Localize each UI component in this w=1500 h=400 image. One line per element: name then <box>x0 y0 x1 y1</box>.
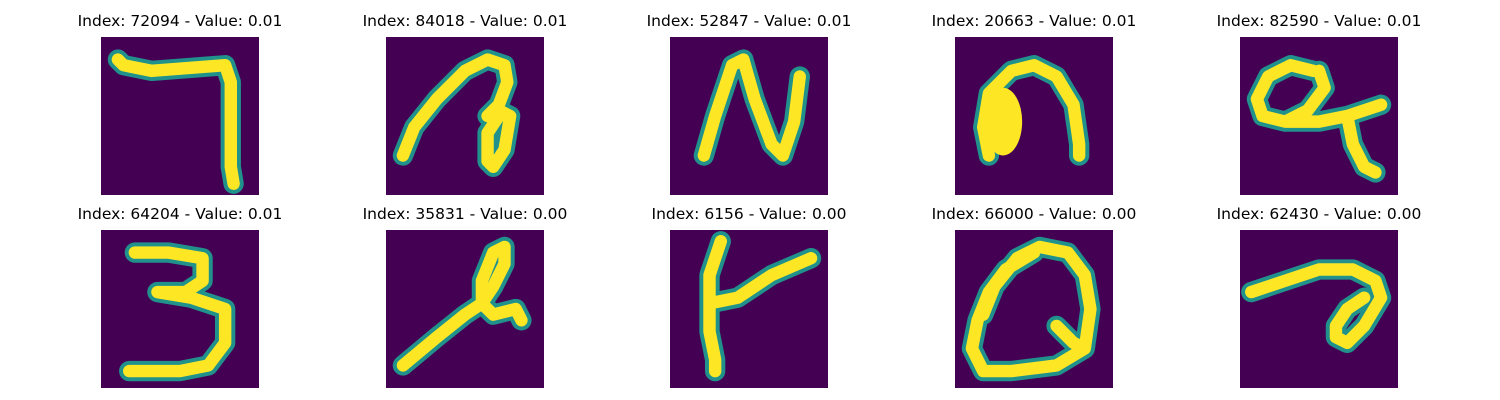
panel-title: Index: 82590 - Value: 0.01 <box>1216 12 1422 30</box>
panel-5: Index: 82590 - Value: 0.01 <box>1199 11 1439 195</box>
panel-title: Index: 20663 - Value: 0.01 <box>931 12 1137 30</box>
panel-title: Index: 72094 - Value: 0.01 <box>77 12 283 30</box>
digit-image <box>101 37 259 195</box>
panel-title: Index: 64204 - Value: 0.01 <box>77 205 283 223</box>
panel-title: Index: 52847 - Value: 0.01 <box>646 12 852 30</box>
panel-6: Index: 64204 - Value: 0.01 <box>60 204 300 388</box>
digit-image <box>955 230 1113 388</box>
panel-title: Index: 35831 - Value: 0.00 <box>362 205 568 223</box>
panel-3: Index: 52847 - Value: 0.01 <box>629 11 869 195</box>
digit-image <box>670 37 828 195</box>
panel-title: Index: 6156 - Value: 0.00 <box>651 205 847 223</box>
digit-image <box>386 37 544 195</box>
panel-2: Index: 84018 - Value: 0.01 <box>345 11 585 195</box>
digit-image <box>1240 37 1398 195</box>
digit-image <box>670 230 828 388</box>
panel-title: Index: 62430 - Value: 0.00 <box>1216 205 1422 223</box>
digit-image <box>386 230 544 388</box>
panel-title: Index: 66000 - Value: 0.00 <box>931 205 1137 223</box>
digit-image <box>101 230 259 388</box>
panel-1: Index: 72094 - Value: 0.01 <box>60 11 300 195</box>
panel-7: Index: 35831 - Value: 0.00 <box>345 204 585 388</box>
panel-10: Index: 62430 - Value: 0.00 <box>1199 204 1439 388</box>
digit-image <box>1240 230 1398 388</box>
digit-image <box>955 37 1113 195</box>
panel-title: Index: 84018 - Value: 0.01 <box>362 12 568 30</box>
panel-4: Index: 20663 - Value: 0.01 <box>914 11 1154 195</box>
panel-8: Index: 6156 - Value: 0.00 <box>629 204 869 388</box>
panel-9: Index: 66000 - Value: 0.00 <box>914 204 1154 388</box>
